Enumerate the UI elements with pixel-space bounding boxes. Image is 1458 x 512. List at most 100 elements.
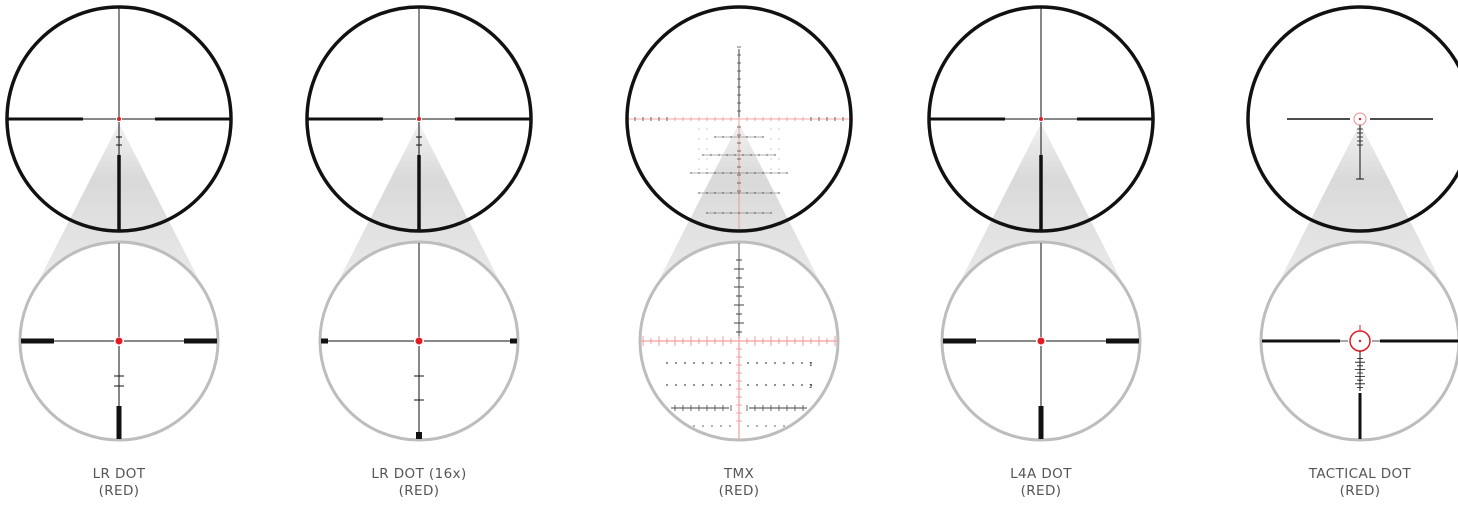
reticle-color: (RED) [1020, 483, 1062, 499]
grid-dot [730, 212, 732, 214]
grid-dot [762, 172, 764, 174]
grid-dot [729, 362, 731, 364]
post-left [8, 117, 83, 121]
scope-magnified: 12 [641, 243, 837, 439]
grid-dot [720, 384, 722, 386]
grid-dot [778, 148, 780, 150]
reticle-lines [21, 243, 217, 439]
reticle-name: LR DOT (16x) [371, 466, 467, 482]
grid-dot [754, 212, 756, 214]
scope-view-ring [5, 5, 233, 233]
grid-dot [729, 384, 731, 386]
grid-dot [706, 138, 708, 140]
grid-dot [770, 148, 772, 150]
post-right [184, 338, 217, 344]
grid-dot [720, 425, 722, 427]
grid-dot [706, 128, 708, 130]
grid-dot [778, 158, 780, 160]
scope-top [625, 5, 853, 233]
post-left [943, 338, 976, 344]
grid-dot [734, 154, 736, 156]
scope-view-ring [1246, 5, 1458, 233]
grid-dot [738, 212, 740, 214]
grid-dot [722, 212, 724, 214]
grid-dot [693, 362, 695, 364]
grid-dot [738, 172, 740, 174]
reticle-name: TACTICAL DOT [1308, 466, 1412, 482]
grid-dot [783, 362, 785, 364]
reticle-name: LR DOT [92, 466, 146, 482]
center-dot [1037, 337, 1045, 345]
grid-dot [684, 384, 686, 386]
grid-dot [706, 212, 708, 214]
scope-view-ring [305, 5, 533, 233]
grid-dot [711, 425, 713, 427]
grid-dot [774, 384, 776, 386]
reticle-tmx: 12 [625, 5, 853, 442]
post-bottom [117, 155, 121, 230]
post-bottom [417, 155, 421, 230]
grid-dot [747, 384, 749, 386]
grid-dot [801, 362, 803, 364]
scope-magnified [943, 243, 1139, 439]
grid-dot [711, 384, 713, 386]
grid-dot [693, 384, 695, 386]
grid-dot [778, 192, 780, 194]
grid-dot [702, 425, 704, 427]
grid-dot [714, 192, 716, 194]
grid-dot [698, 172, 700, 174]
grid-dot [756, 384, 758, 386]
reticle-lines [1262, 325, 1458, 439]
grid-dot [666, 384, 668, 386]
grid-dot [746, 192, 748, 194]
scope-magnified [21, 243, 217, 439]
reticle-lr-dot [5, 5, 233, 442]
grid-dot [770, 158, 772, 160]
grid-dot [698, 158, 700, 160]
scope-top [1246, 5, 1458, 233]
grid-dot [762, 192, 764, 194]
post-right [155, 117, 230, 121]
grid-dot [702, 384, 704, 386]
reticle-lines [1287, 112, 1433, 180]
grid-dot [770, 212, 772, 214]
grid-dot [783, 425, 785, 427]
grid-dot [706, 192, 708, 194]
caption-lr-dot: LR DOT (RED) [19, 466, 219, 500]
grid-dot [675, 384, 677, 386]
reticle-name: TMX [723, 466, 755, 482]
post-right [510, 338, 517, 344]
grid-dot [754, 172, 756, 174]
post-bottom [1358, 393, 1362, 439]
grid-dot [774, 362, 776, 364]
reticle-name: L4A DOT [1010, 466, 1072, 482]
grid-dot [711, 362, 713, 364]
grid-dot [684, 362, 686, 364]
grid-dot [765, 384, 767, 386]
scale-label: 1 [809, 362, 813, 368]
grid-dot [810, 362, 812, 364]
grid-dot [770, 128, 772, 130]
grid-dot [706, 158, 708, 160]
grid-dot [750, 154, 752, 156]
grid-dot [756, 362, 758, 364]
grid-dot [778, 138, 780, 140]
center-dot [1358, 117, 1362, 121]
grid-dot [774, 425, 776, 427]
grid-dot [762, 212, 764, 214]
reticle-lines [628, 46, 850, 230]
grid-dot [714, 212, 716, 214]
grid-dot [770, 168, 772, 170]
grid-dot [730, 192, 732, 194]
caption-l4a-dot: L4A DOT (RED) [941, 466, 1141, 500]
scope-top [305, 5, 533, 233]
grid-dot [693, 425, 695, 427]
grid-dot [762, 136, 764, 138]
center-dot [417, 117, 421, 121]
grid-dot [770, 138, 772, 140]
grid-dot [706, 148, 708, 150]
post-left [21, 338, 54, 344]
grid-dot [706, 172, 708, 174]
scope-magnified [1262, 325, 1458, 439]
